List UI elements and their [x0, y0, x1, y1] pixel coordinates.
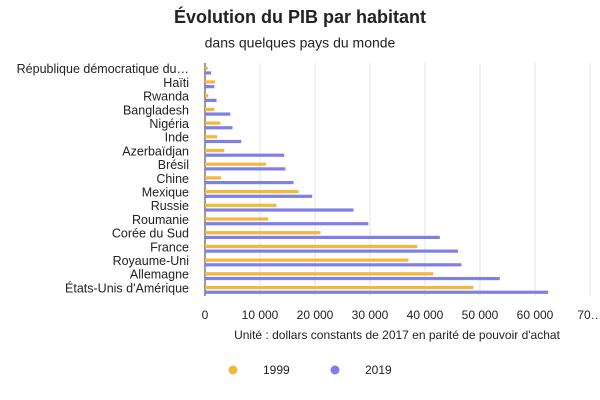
bar: [205, 126, 233, 130]
bar: [205, 135, 218, 139]
bar: [205, 203, 277, 207]
y-tick-label: Brésil: [158, 158, 189, 172]
bar: [205, 194, 313, 198]
bar: [205, 98, 217, 102]
bar: [205, 176, 221, 180]
legend-label: 1999: [263, 363, 290, 377]
bar: [205, 112, 231, 116]
bar: [205, 139, 242, 144]
y-tick-label: Chine: [156, 172, 189, 186]
bar: [205, 258, 409, 262]
bar: [205, 190, 299, 194]
y-tick-label: Royaume-Uni: [113, 254, 189, 268]
x-tick-label: 10 000: [242, 308, 279, 322]
y-tick-label: Roumanie: [132, 213, 189, 227]
chart-title: Évolution du PIB par habitant: [174, 6, 426, 27]
bar: [205, 85, 215, 89]
x-tick-label: 70…: [577, 308, 600, 322]
bar: [205, 249, 458, 253]
bar: [205, 222, 369, 226]
x-tick-label: 40 000: [407, 308, 444, 322]
bar: [205, 167, 286, 171]
y-tick-label: Bangladesh: [123, 103, 189, 117]
bar: [205, 235, 440, 240]
bar: [205, 263, 462, 267]
bar: [205, 290, 549, 294]
y-tick-label: Rwanda: [143, 90, 189, 104]
bar: [205, 231, 321, 235]
legend-swatch: [330, 365, 340, 375]
y-tick-label: États-Unis d'Amérique: [65, 280, 189, 295]
y-tick-label: Allemagne: [130, 268, 189, 282]
legend-label: 2019: [365, 363, 392, 377]
y-tick-label: République démocratique du…: [17, 62, 189, 76]
x-tick-label: 0: [202, 308, 209, 322]
y-tick-label: Corée du Sud: [112, 227, 189, 241]
bar: [205, 80, 215, 84]
y-tick-label: Inde: [165, 131, 189, 145]
y-tick-label: Haïti: [163, 76, 189, 90]
chart-subtitle: dans quelques pays du monde: [205, 35, 396, 51]
bar: [205, 66, 208, 70]
bar: [205, 148, 225, 153]
bar: [205, 94, 209, 98]
bar: [205, 272, 434, 276]
bar: [205, 217, 269, 221]
bar: [205, 121, 221, 125]
y-tick-label: France: [150, 240, 189, 254]
bar: [205, 181, 294, 185]
bar: [205, 276, 500, 281]
x-tick-label: 30 000: [352, 308, 389, 322]
bar: [205, 244, 418, 249]
x-tick-label: 20 000: [297, 308, 334, 322]
legend-swatch: [228, 365, 238, 375]
y-tick-label: Russie: [151, 199, 189, 213]
x-axis-label: Unité : dollars constants de 2017 en par…: [234, 328, 561, 342]
x-tick-label: 50 000: [462, 308, 499, 322]
bar: [205, 153, 285, 157]
bar: [205, 107, 215, 111]
bar: [205, 71, 212, 75]
bar: [205, 162, 267, 166]
y-tick-label: Nigéria: [149, 117, 189, 131]
y-tick-label: Azerbaïdjan: [122, 144, 189, 158]
x-tick-label: 60 000: [517, 308, 554, 322]
y-tick-label: Mexique: [142, 186, 189, 200]
bar: [205, 208, 354, 212]
bar: [205, 285, 474, 290]
